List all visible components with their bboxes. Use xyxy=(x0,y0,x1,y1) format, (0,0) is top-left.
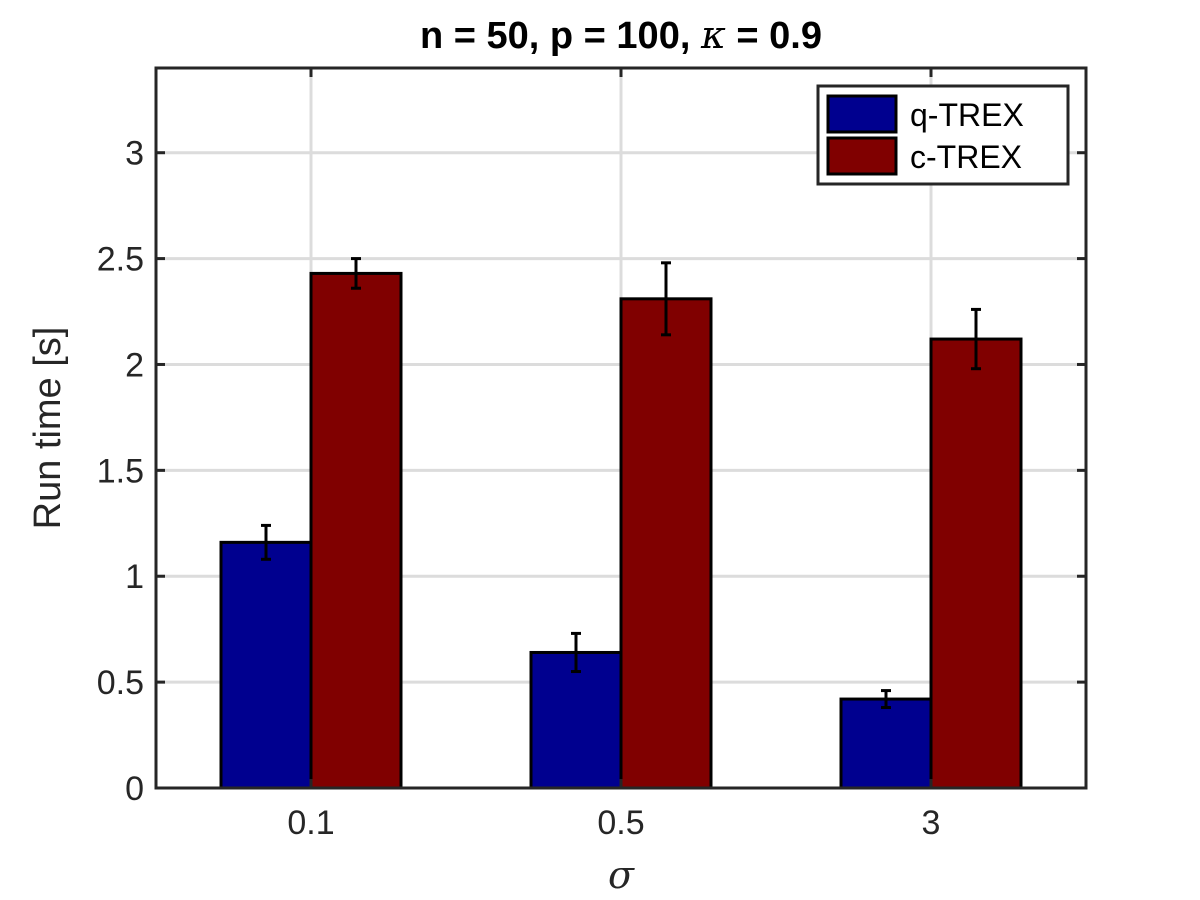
legend: q-TREX c-TREX xyxy=(816,84,1070,186)
error-bar-0-0 xyxy=(261,523,271,561)
legend-swatch-1 xyxy=(826,136,898,176)
error-bar-0-2 xyxy=(881,689,891,710)
y-axis-ticks: 0 0.5 1 1.5 2 2.5 3 xyxy=(97,135,1086,808)
legend-swatch-0 xyxy=(826,94,898,134)
y-axis-label: Run time [s] xyxy=(27,327,69,530)
x-tick-label-2: 3 xyxy=(922,804,941,842)
y-tick-label-3: 1.5 xyxy=(97,452,144,490)
bar-c-trex-2 xyxy=(929,337,1023,790)
legend-label-1: c-TREX xyxy=(910,139,1022,175)
y-tick-label-2: 1 xyxy=(125,558,144,596)
y-tick-label-6: 3 xyxy=(125,135,144,173)
y-tick-label-4: 2 xyxy=(125,346,144,384)
bar-c-trex-1 xyxy=(619,297,713,790)
error-bar-1-2 xyxy=(971,307,981,371)
x-axis-label: σ xyxy=(608,853,635,897)
chart-title-main: n = 50, p = 100, xyxy=(420,15,701,57)
bar-q-trex-2 xyxy=(839,697,933,790)
x-tick-label-1: 0.5 xyxy=(597,804,644,842)
bars xyxy=(219,271,1023,790)
error-bar-1-0 xyxy=(351,257,361,290)
y-tick-label-5: 2.5 xyxy=(97,241,144,279)
error-bar-1-1 xyxy=(661,261,671,337)
y-tick-label-1: 0.5 xyxy=(97,664,144,702)
x-tick-label-0: 0.1 xyxy=(287,804,334,842)
x-axis-ticks: 0.1 0.5 3 xyxy=(287,68,940,842)
y-tick-label-0: 0 xyxy=(125,770,144,808)
chart-title-symbol: κ xyxy=(700,13,726,57)
legend-label-0: q-TREX xyxy=(910,97,1024,133)
bar-q-trex-0 xyxy=(219,540,313,790)
error-bars xyxy=(261,257,981,710)
error-bar-0-1 xyxy=(571,631,581,674)
chart-title: n = 50, p = 100, κ = 0.9 xyxy=(420,13,822,57)
chart-title-tail: = 0.9 xyxy=(726,15,822,57)
bar-c-trex-0 xyxy=(309,271,403,790)
